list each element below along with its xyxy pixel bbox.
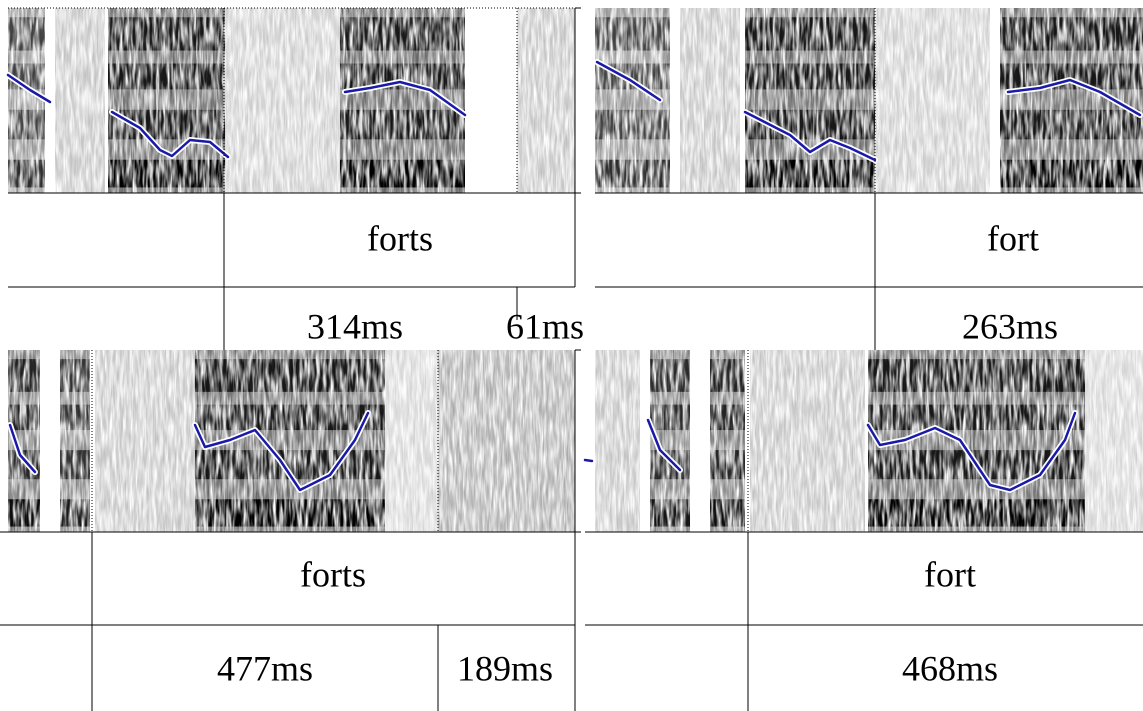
- pitch-curve: [866, 411, 1077, 492]
- pitch-curve: [1006, 78, 1142, 117]
- spectrogram: [595, 350, 1143, 532]
- striation: [1000, 8, 1143, 193]
- striation: [875, 8, 990, 193]
- striation: [385, 350, 438, 532]
- duration-label: 314ms: [307, 306, 403, 346]
- spectrogram-striation: [108, 8, 225, 193]
- pitch-curve: [193, 411, 370, 492]
- striation: [95, 350, 195, 532]
- word-label: forts: [367, 218, 433, 258]
- striation: [745, 8, 875, 193]
- word-label: fort: [924, 554, 976, 594]
- spectrogram-striation: [1000, 8, 1143, 193]
- spectrogram-striation: [95, 350, 195, 532]
- striation: [60, 350, 90, 532]
- spectrogram-striation: [710, 350, 745, 532]
- pitch-curve: [6, 73, 52, 104]
- pitch-curve: [646, 418, 682, 472]
- spectrogram-striation: [745, 8, 875, 193]
- duration-label: 263ms: [962, 306, 1058, 346]
- duration-label: 61ms: [506, 306, 584, 346]
- spectrogram-striation: [60, 350, 90, 532]
- striation: [595, 350, 640, 532]
- duration-label: 468ms: [902, 648, 998, 688]
- panel: fort 263ms: [594, 8, 1143, 350]
- word-label: fort: [987, 218, 1039, 258]
- striation: [8, 8, 45, 193]
- striation: [438, 350, 575, 532]
- spectrogram-striation: [750, 350, 865, 532]
- spectrogram-striation: [438, 350, 575, 532]
- spectrogram-striation: [680, 8, 740, 193]
- spectrogram-striation: [385, 350, 438, 532]
- pitch-curve: [8, 423, 37, 474]
- duration-label: 189ms: [457, 648, 553, 688]
- striation: [55, 8, 105, 193]
- spectrogram-striation: [55, 8, 105, 193]
- pitch-curve: [110, 110, 230, 159]
- word-label: forts: [300, 554, 366, 594]
- striation: [1085, 350, 1143, 532]
- striation: [225, 8, 340, 193]
- spectrogram-striation: [875, 8, 990, 193]
- pitch-curve: [743, 110, 877, 162]
- pitch-curve: [595, 60, 662, 102]
- spectrogram-striation: [8, 8, 45, 193]
- spectrogram-striation: [517, 8, 575, 193]
- striation: [108, 8, 225, 193]
- spectrogram-striation: [225, 8, 340, 193]
- duration-label: 477ms: [217, 648, 313, 688]
- striation: [680, 8, 740, 193]
- panel: fort 468ms: [582, 350, 1143, 711]
- spectrogram-striation: [1085, 350, 1143, 532]
- striation: [517, 8, 575, 193]
- striation: [710, 350, 745, 532]
- panel: forts 477ms 189ms: [0, 349, 581, 711]
- spectrogram: [8, 8, 575, 193]
- panel: forts 314ms 61ms: [5, 7, 584, 350]
- striation: [750, 350, 865, 532]
- spectrogram: [8, 350, 575, 532]
- pitch-curve: [343, 80, 467, 117]
- spectrogram-striation: [595, 350, 640, 532]
- pitch-curve: [583, 458, 594, 463]
